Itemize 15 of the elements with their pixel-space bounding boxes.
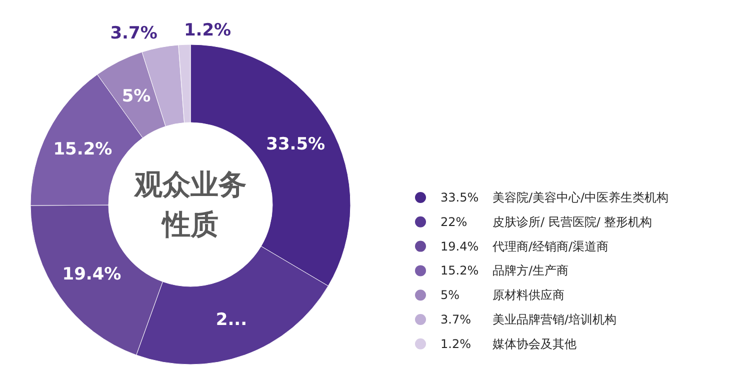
data-label: 15.2%: [53, 140, 112, 160]
category-label: 3.7% 美业品牌营销/培训机构: [440, 312, 617, 326]
data-label: 5%: [122, 86, 151, 106]
legend-label: 19.4% 代理商/经销商/渠道商: [440, 239, 609, 254]
legend-label: 15.2% 品牌方/生产商: [440, 264, 569, 278]
data-label: 2...: [216, 310, 248, 330]
category-label: 22% 皮肤诊所/ 民营医院/ 整形机构: [440, 214, 652, 229]
category-label: 1.2% 媒体协会及其他: [440, 336, 576, 351]
category-label: 5% 原材料供应商: [440, 288, 564, 302]
legend-label: 33.5% 美容院/美容中心/中医养生类机构: [440, 190, 669, 204]
text: 观众业务性质: [134, 168, 246, 241]
data-label: 1.2%: [184, 20, 232, 41]
data-label: 3.7%: [110, 24, 158, 44]
data-label: 33.5%: [266, 134, 326, 155]
data-label: 19.4%: [62, 264, 122, 284]
